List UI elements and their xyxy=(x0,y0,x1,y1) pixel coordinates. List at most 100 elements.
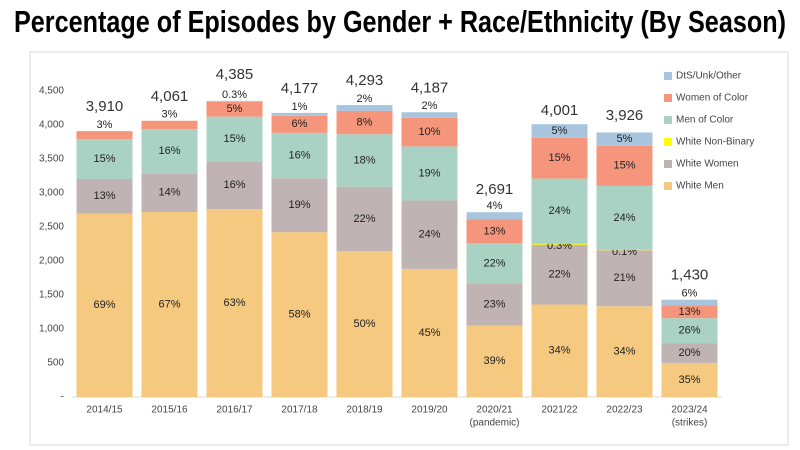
segment-label: 24% xyxy=(418,229,440,241)
y-tick-label: 3,500 xyxy=(39,154,64,165)
segment-label: 2% xyxy=(422,100,438,112)
segment-label: 1% xyxy=(292,101,308,113)
bar-segment xyxy=(336,186,393,252)
bar-segment xyxy=(596,145,653,186)
y-tick-label: 1,500 xyxy=(39,290,64,301)
segment-label: 18% xyxy=(353,154,375,166)
bar-segment xyxy=(661,343,718,363)
segment-label: 16% xyxy=(158,145,180,157)
bar-segment xyxy=(466,283,523,326)
legend-swatch xyxy=(664,94,672,102)
y-tick-label: 3,000 xyxy=(39,188,64,199)
total-label: 2,691 xyxy=(476,181,514,198)
segment-label: 5% xyxy=(227,103,243,115)
bar-segment xyxy=(596,132,653,146)
bar-segment xyxy=(336,251,393,397)
segment-label: 22% xyxy=(483,257,505,269)
segment-label: 21% xyxy=(613,272,635,284)
bar-segment xyxy=(401,146,458,201)
legend-swatch xyxy=(664,116,672,124)
segment-label: 69% xyxy=(93,299,115,311)
segment-label: 13% xyxy=(678,306,700,318)
legend-swatch xyxy=(664,138,672,146)
bar-segment xyxy=(661,362,718,397)
bar-segment xyxy=(141,129,198,174)
bar-segment xyxy=(531,243,588,245)
legend-swatch xyxy=(664,160,672,168)
bar-segment xyxy=(661,318,718,344)
legend-label: White Women xyxy=(676,159,739,170)
segment-label: 45% xyxy=(418,327,440,339)
bar-segment xyxy=(401,268,458,397)
x-tick-label: 2023/24 xyxy=(671,405,708,416)
segment-label: 23% xyxy=(483,299,505,311)
segment-label: 19% xyxy=(288,199,310,211)
total-label: 3,910 xyxy=(86,98,124,115)
legend-label: White Non-Binary xyxy=(676,137,754,148)
segment-label: 4% xyxy=(487,200,503,212)
segment-label: 15% xyxy=(613,160,635,172)
segment-label: 16% xyxy=(288,149,310,161)
legend-swatch xyxy=(664,182,672,190)
segment-label: 13% xyxy=(93,190,115,202)
bar-segment xyxy=(206,101,263,117)
bar-segment xyxy=(206,161,263,210)
bar-segment xyxy=(466,243,523,284)
bar-segment xyxy=(336,134,393,187)
x-tick-label: 2016/17 xyxy=(216,405,253,416)
bar-segment xyxy=(271,232,328,397)
segment-label: 50% xyxy=(353,318,375,330)
segment-label: 35% xyxy=(678,374,700,386)
segment-label: 8% xyxy=(357,116,373,128)
total-label: 4,061 xyxy=(151,88,189,105)
x-tick-label: 2021/22 xyxy=(541,405,578,416)
x-tick-label: 2019/20 xyxy=(411,405,448,416)
segment-label: 63% xyxy=(223,297,245,309)
bar-segment xyxy=(466,325,523,397)
y-tick-label: 4,500 xyxy=(39,86,64,97)
legend-label: Women of Color xyxy=(676,93,749,104)
x-tick-label: 2020/21 xyxy=(476,405,513,416)
total-label: 4,385 xyxy=(216,66,254,83)
x-tick-label: 2017/18 xyxy=(281,405,318,416)
bar-segment xyxy=(531,124,588,138)
bar-segment xyxy=(336,105,393,111)
legend-label: DtS/Unk/Other xyxy=(676,71,742,82)
segment-label: 2% xyxy=(357,93,373,105)
y-tick-label: 500 xyxy=(47,358,64,369)
segment-label: 26% xyxy=(678,325,700,337)
bar-segment xyxy=(76,178,133,214)
y-tick-label: 1,000 xyxy=(39,324,64,335)
bar-segment xyxy=(271,178,328,233)
x-tick-note: (pandemic) xyxy=(469,418,519,429)
segment-label: 14% xyxy=(158,187,180,199)
y-tick-label: 2,500 xyxy=(39,222,64,233)
bar-segment xyxy=(76,131,133,140)
bar-segment xyxy=(271,115,328,133)
legend-label: Men of Color xyxy=(676,115,734,126)
segment-label: 6% xyxy=(292,118,308,130)
legend-swatch xyxy=(664,72,672,80)
bar-segment xyxy=(141,120,198,130)
x-tick-label: 2018/19 xyxy=(346,405,383,416)
segment-label: 34% xyxy=(548,345,570,357)
segment-label: 15% xyxy=(93,153,115,165)
total-label: 4,001 xyxy=(541,102,579,119)
x-tick-label: 2015/16 xyxy=(151,405,188,416)
legend-label: White Men xyxy=(676,181,724,192)
bar-segment xyxy=(206,209,263,397)
segment-label: 39% xyxy=(483,355,505,367)
bar-segment xyxy=(401,112,458,118)
bar-segment xyxy=(206,116,263,162)
segment-label: 3% xyxy=(162,109,178,121)
x-tick-label: 2022/23 xyxy=(606,405,643,416)
bar-segment xyxy=(531,304,588,397)
bar-segment xyxy=(271,112,328,116)
segment-label: 10% xyxy=(418,126,440,138)
segment-label: 58% xyxy=(288,309,310,321)
bar-segment xyxy=(596,250,653,307)
chart-title: Percentage of Episodes by Gender + Race/… xyxy=(14,4,786,39)
bar-segment xyxy=(401,200,458,269)
y-tick-label: - xyxy=(61,392,64,403)
